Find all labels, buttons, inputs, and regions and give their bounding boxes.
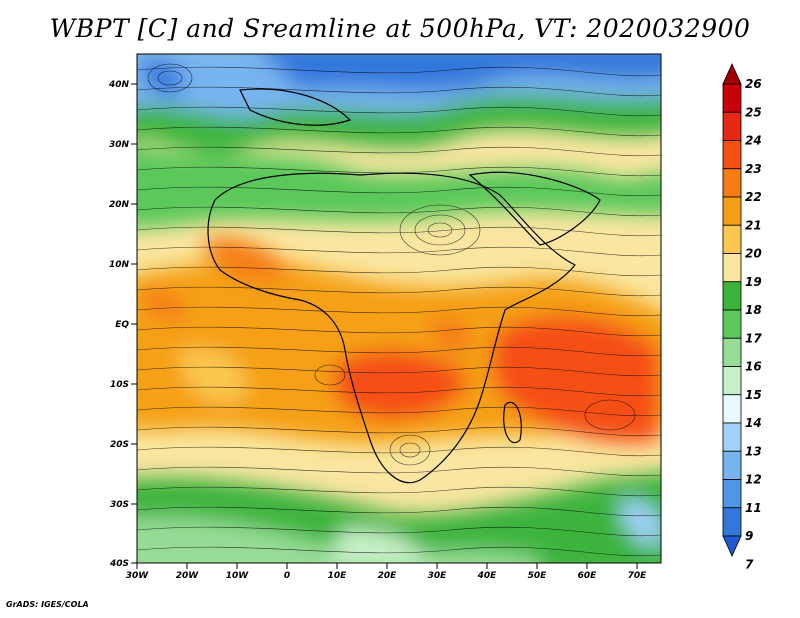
colorbar-swatch bbox=[722, 366, 742, 396]
colorbar-label: 22 bbox=[745, 190, 762, 204]
coastlines bbox=[207, 88, 601, 484]
lon-label: 30W bbox=[126, 571, 150, 581]
lon-label: 10W bbox=[226, 571, 250, 581]
lat-label: EQ bbox=[115, 320, 129, 330]
colorbar-top-arrow bbox=[722, 63, 742, 85]
lon-label: 50E bbox=[528, 571, 548, 581]
colorbar-label: 16 bbox=[745, 360, 762, 374]
colorbar-swatch bbox=[722, 140, 742, 170]
colorbar-swatch bbox=[722, 309, 742, 339]
colorbar-label: 19 bbox=[745, 275, 762, 289]
temperature-field bbox=[137, 54, 661, 563]
lat-label: 10N bbox=[109, 260, 130, 270]
colorbar-label: 7 bbox=[745, 557, 754, 571]
lon-label: 10E bbox=[328, 571, 348, 581]
lon-label: 0 bbox=[284, 571, 290, 581]
lon-label: 70E bbox=[628, 571, 648, 581]
lat-label: 30S bbox=[110, 500, 129, 510]
lon-label: 30E bbox=[428, 571, 448, 581]
colorbar-label: 18 bbox=[745, 303, 762, 317]
colorbar-label: 11 bbox=[745, 501, 762, 515]
colorbar-swatch bbox=[722, 111, 742, 141]
colorbar-swatch bbox=[722, 479, 742, 509]
lat-labels: 40N 30N 20N 10N EQ 10S 20S 30S 40S bbox=[108, 80, 130, 569]
colorbar-label: 17 bbox=[745, 331, 762, 345]
colorbar-label: 21 bbox=[745, 218, 762, 232]
lat-label: 10S bbox=[110, 380, 129, 390]
map-title: WBPT [C] and Sreamline at 500hPa, VT: 20… bbox=[49, 14, 751, 43]
colorbar-swatch bbox=[722, 394, 742, 424]
colorbar-label: 20 bbox=[745, 247, 762, 261]
colorbar-label: 9 bbox=[745, 529, 753, 543]
lat-ticks bbox=[131, 83, 137, 564]
colorbar-swatch bbox=[722, 168, 742, 198]
colorbar-label: 23 bbox=[745, 162, 762, 176]
colorbar-swatch bbox=[722, 422, 742, 452]
lon-ticks bbox=[136, 563, 638, 569]
colorbar-swatch bbox=[722, 253, 742, 283]
lat-label: 20S bbox=[110, 440, 129, 450]
lat-label: 20N bbox=[109, 200, 130, 210]
colorbar-swatch bbox=[722, 337, 742, 367]
colorbar-swatch bbox=[722, 196, 742, 226]
lat-label: 40N bbox=[108, 80, 130, 90]
colorbar-label: 14 bbox=[745, 416, 762, 430]
colorbar-label: 15 bbox=[745, 388, 762, 402]
lat-label: 40S bbox=[109, 559, 129, 569]
colorbar: 26 25 24 23 22 21 20 19 18 17 16 15 14 13 12 11 9 7 bbox=[722, 63, 762, 571]
map-frame bbox=[136, 53, 662, 564]
lon-labels: 30W 20W 10W 0 10E 20E 30E 40E 50E 60E 70… bbox=[126, 571, 647, 581]
colorbar-label: 26 bbox=[745, 77, 762, 91]
lon-label: 60E bbox=[578, 571, 598, 581]
lon-label: 20E bbox=[378, 571, 398, 581]
colorbar-bottom-arrow bbox=[722, 535, 742, 557]
colorbar-swatch bbox=[722, 83, 742, 113]
colorbar-label: 12 bbox=[745, 473, 762, 487]
colorbar-label: 24 bbox=[745, 134, 762, 148]
streamlines bbox=[137, 63, 661, 557]
colorbar-swatch bbox=[722, 281, 742, 311]
colorbar-label: 13 bbox=[745, 444, 762, 458]
colorbar-swatch bbox=[722, 450, 742, 480]
colorbar-swatch bbox=[722, 507, 742, 537]
lon-label: 40E bbox=[477, 571, 498, 581]
lon-label: 20W bbox=[176, 571, 200, 581]
colorbar-swatch bbox=[722, 224, 742, 254]
lat-label: 30N bbox=[109, 140, 130, 150]
colorbar-label: 25 bbox=[745, 105, 762, 119]
grads-credit: GrADS: IGES/COLA bbox=[6, 600, 89, 609]
